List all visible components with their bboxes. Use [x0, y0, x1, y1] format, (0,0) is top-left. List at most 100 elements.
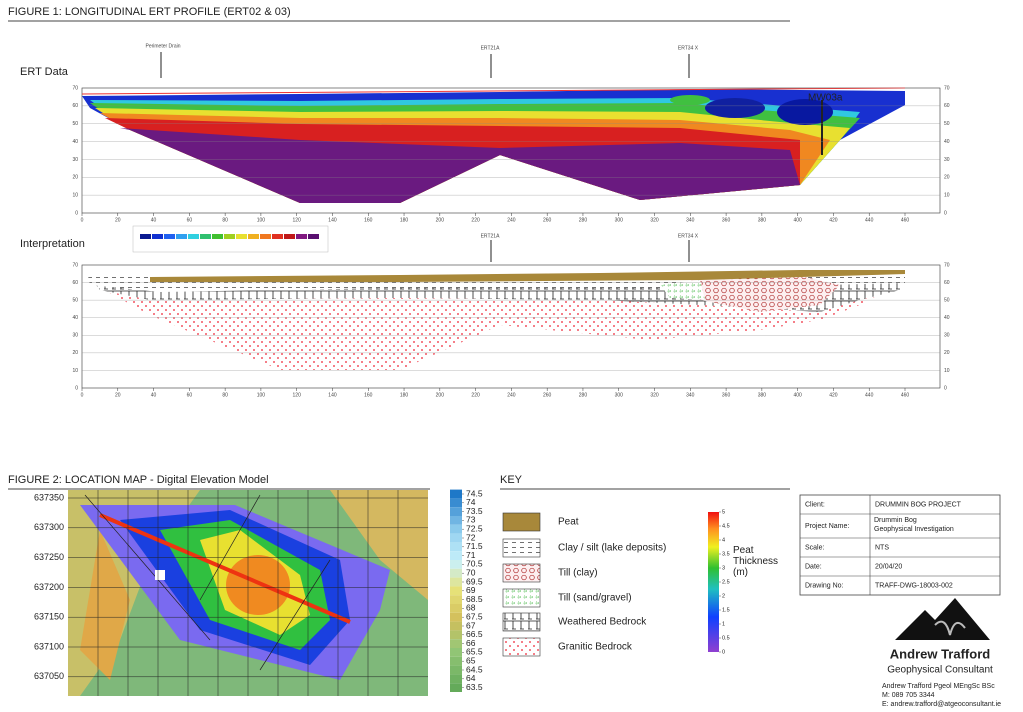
legend-swatch [296, 234, 307, 239]
x-tick-label: 340 [686, 392, 695, 398]
peat-layer [150, 270, 905, 282]
y-tick-label: 60 [72, 280, 78, 286]
x-tick-label: 180 [400, 392, 409, 398]
legend-swatch [236, 234, 247, 239]
y-tick-label: 40 [72, 315, 78, 321]
y-tick-label: 60 [944, 103, 950, 109]
y-tick-label: 0 [75, 210, 78, 216]
scale-swatch [450, 560, 462, 569]
y-tick-label: 10 [944, 368, 950, 374]
x-tick-label: 60 [187, 217, 193, 223]
marker-label: ERT21A [481, 233, 500, 239]
x-tick-label: 400 [793, 217, 802, 223]
profile-line [99, 513, 351, 624]
markers: Perimeter Drain ERT21A ERT34 X ERT21A ER… [145, 43, 699, 262]
y-tick-label: 60 [944, 280, 950, 286]
contact-line: Andrew Trafford Pgeol MEngSc BSc [882, 683, 995, 690]
till-sand [660, 280, 705, 300]
ert-anomaly [777, 99, 833, 125]
key-label: Weathered Bedrock [558, 617, 647, 628]
scale-label: 69 [466, 585, 476, 595]
y-tick-label: 50 [944, 297, 950, 303]
x-tick-label: 280 [579, 217, 588, 223]
logo-wave [934, 620, 966, 636]
scale-swatch [450, 656, 462, 666]
y-tick-label: 20 [944, 175, 950, 181]
y-tick-label: 70 [944, 262, 950, 268]
scale-label: 71.5 [466, 541, 483, 551]
key-label: Till (clay) [558, 568, 598, 579]
scale-swatch [450, 665, 462, 675]
figure-title: FIGURE 1: LONGITUDINAL ERT PROFILE (ERT0… [8, 6, 291, 18]
x-tick-label: 20 [115, 217, 121, 223]
marker-label: Perimeter Drain [145, 43, 180, 49]
ert-layer [120, 128, 800, 203]
x-tick-label: 140 [328, 392, 337, 398]
y-tick-label: 30 [72, 157, 78, 163]
x-tick-label: 100 [257, 392, 266, 398]
terrain [330, 490, 428, 600]
section-label: ERT Data [20, 66, 69, 78]
x-tick-label: 120 [293, 392, 302, 398]
y-tick-label: 20 [72, 175, 78, 181]
legend-swatch [284, 234, 295, 239]
y-tick-label: 30 [944, 333, 950, 339]
peat-scale: 5 4.5 4 3.5 3 2.5 2 1.5 1 0.5 0 [719, 509, 730, 655]
y-tick-label: 30 [944, 157, 950, 163]
northing-label: 637350 [34, 492, 64, 502]
scale-label: 69.5 [466, 576, 483, 586]
block-value: Drummin Bog Geophysical Investigation [874, 517, 954, 533]
y-tick-label: 10 [944, 192, 950, 198]
scale-swatch [450, 648, 462, 657]
scale-swatch [450, 542, 462, 552]
survey-area [226, 555, 290, 615]
x-tick-label: 300 [615, 217, 624, 223]
figure-title: FIGURE 2: LOCATION MAP - Digital Elevati… [8, 474, 269, 486]
key-swatch [502, 612, 541, 632]
x-tick-label: 0 [81, 392, 84, 398]
scale-swatch [450, 595, 462, 604]
scale-label: 66 [466, 638, 476, 648]
x-tick-label: 160 [364, 392, 373, 398]
block-key: Client: [805, 501, 825, 508]
ert-anomaly [705, 98, 765, 118]
x-tick-label: 60 [187, 392, 193, 398]
y-tick-label: 70 [72, 85, 78, 91]
block-value: NTS [875, 544, 889, 551]
northing-label: 637100 [34, 641, 64, 651]
company-name: Andrew Trafford [890, 646, 990, 661]
ert-line [84, 494, 211, 641]
scale-swatch [450, 639, 462, 648]
legend-swatch [140, 234, 151, 239]
x-tick-label: 460 [901, 217, 910, 223]
scale-label: 73 [466, 515, 476, 525]
block-value: DRUMMIN BOG PROJECT [875, 501, 962, 508]
x-tick-label: 420 [829, 217, 838, 223]
x-tick-label: 260 [543, 392, 552, 398]
scale-swatch [450, 524, 462, 534]
scale-label: 68 [466, 603, 476, 613]
x-tick-label: 240 [507, 217, 516, 223]
scale-label: 4 [722, 537, 725, 543]
scale-label: 1 [722, 621, 725, 627]
logo: Andrew Trafford Geophysical Consultant A… [882, 598, 1001, 708]
block-frame [799, 494, 1001, 596]
scale-label: 74.5 [466, 488, 483, 498]
key-label: Granitic Bedrock [558, 642, 633, 653]
x-tick-label: 380 [758, 217, 767, 223]
scale-swatch [450, 516, 462, 525]
legend-swatch [212, 234, 223, 239]
interpretation-section [81, 264, 941, 389]
legend-swatch [152, 234, 163, 239]
contact-line: E: andrew.trafford@atgeoconsultant.ie [882, 701, 1001, 708]
x-tick-label: 120 [293, 217, 302, 223]
ground-surface [81, 87, 906, 95]
scale-label: 65.5 [466, 647, 483, 657]
block-value: 20/04/20 [875, 563, 902, 570]
ert-section: MW03a [81, 87, 941, 214]
y-tick-label: 20 [72, 350, 78, 356]
scale-label: 70.5 [466, 559, 483, 569]
scale-swatch [450, 568, 462, 578]
block-value: TRAFF-DWG-18003-002 [875, 582, 953, 589]
scale-swatch [450, 577, 462, 587]
